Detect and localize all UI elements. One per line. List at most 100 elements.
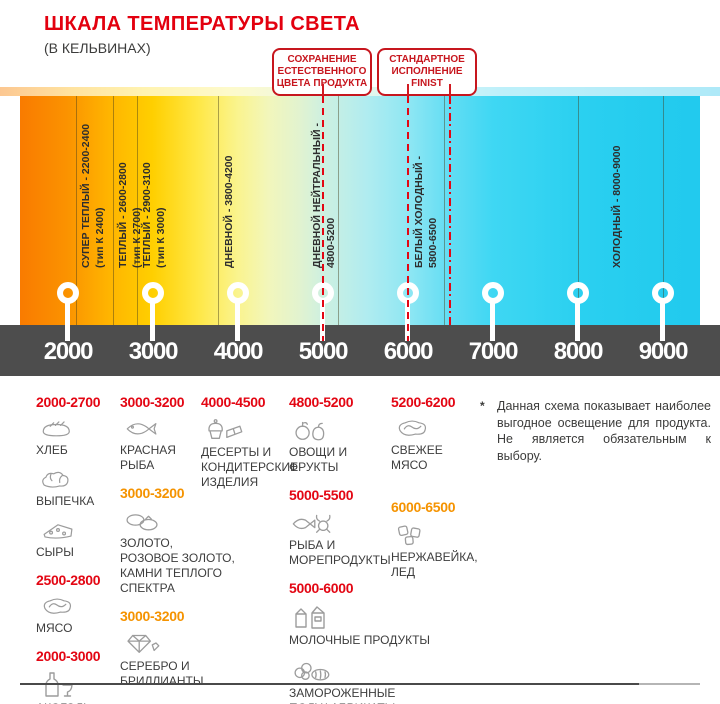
zone-tick [76,96,77,325]
zone-label-cold: ХОЛОДНЫЙ - 8000-9000 [611,145,623,268]
item-label: ОВОЩИ И ФРУКТЫ [289,445,348,474]
fruits-icon [295,421,325,441]
list-item: АКОГОЛЬ [36,669,120,704]
scale-marker-stem [235,300,240,341]
zone-tick [578,96,579,325]
item-label: КРАСНАЯ РЫБА [120,443,176,472]
scale-marker-ring [482,282,504,304]
range-label: 4800-5200 [289,394,354,410]
zone-label-cool-white: БЕЛЫЙ ХОЛОДНЫЙ - 5800-6500 [413,156,439,268]
item-label: ЗАМОРОЖЕННЫЕ ПОЛУФАБРИКАТЫ [289,686,396,704]
list-item: ОВОЩИ И ФРУКТЫ [289,415,389,475]
meat-icon [43,598,72,614]
diamond-icon [127,634,160,653]
scale-marker-stem [660,300,665,341]
callout-connector [449,84,451,96]
range-label: 2000-3000 [36,648,101,664]
rings-icon [126,514,158,531]
range-label: 5200-6200 [391,394,456,410]
category-column-2: 3000-3200 КРАСНАЯ РЫБА 3000-3200 ЗОЛОТО,… [120,394,235,701]
range-label: 3000-3200 [120,485,185,501]
scale-marker-stem [65,300,70,341]
category-column-4: 4800-5200 ОВОЩИ И ФРУКТЫ 5000-5500 РЫБА … [289,394,431,704]
range-label: 5000-5500 [289,487,354,503]
zone-tick [338,96,339,325]
list-item: МОЛОЧНЫЕ ПРОДУКТЫ [289,601,431,648]
item-label: СВЕЖЕЕ МЯСО [391,443,443,472]
axis-tick-4000: 4000 [213,338,264,365]
list-item: СЕРЕБРО И БРИЛЛИАНТЫ [120,629,204,689]
range-label: 6000-6500 [391,499,456,515]
zone-label-super-warm: СУПЕР ТЕПЛЫЙ - 2200-2400 (тип К 2400) [80,123,106,268]
note-asterisk: * [480,399,485,413]
range-label: 3000-3200 [120,608,185,624]
kelvin-axis-bar [0,325,720,376]
zone-tick [218,96,219,325]
zone-tick [663,96,664,325]
item-label: НЕРЖАВЕЙКА, ЛЕД [391,550,478,579]
fresh-meat-icon [398,420,427,436]
ice-icon [397,525,421,546]
list-item: ЗАМОРОЖЕННЫЕ ПОЛУФАБРИКАТЫ [289,656,396,704]
list-item: ХЛЕБ [36,415,120,458]
finist-range-dashdot-line [449,96,451,325]
axis-tick-3000: 3000 [128,338,179,365]
scale-marker-ring [57,282,79,304]
axis-tick-9000: 9000 [638,338,689,365]
frozen-icon [294,662,330,681]
pastry-icon [42,471,69,488]
bread-icon [42,421,70,437]
range-label: 4000-4500 [201,394,266,410]
list-item: ДЕСЕРТЫ И КОНДИТЕРСКИЕ ИЗДЕЛИЯ [201,415,298,490]
scale-marker-stem [490,300,495,341]
cheese-icon [43,524,73,539]
zone-label-neutral: ДНЕВНОЙ НЕЙТРАЛЬНЫЙ - 4800-5200 [311,123,337,268]
range-label: 2000-2700 [36,394,101,410]
fish-icon [126,423,157,435]
callout-connector [322,84,324,96]
desserts-icon [208,419,243,439]
list-item: ВЫПЕЧКА [36,466,120,509]
range-label: 5000-6000 [289,580,354,596]
zone-tick [113,96,114,325]
axis-tick-6000: 6000 [383,338,434,365]
item-label: ЗОЛОТО, РОЗОВОЕ ЗОЛОТО, КАМНИ ТЕПЛОГО СП… [120,536,235,595]
milk-icon [295,606,325,629]
zone-label-warm-3000: ТЕПЛЫЙ - 2900-3100 (тип К 3000) [141,162,167,268]
list-item: МЯСО [36,593,120,636]
axis-tick-2000: 2000 [43,338,94,365]
page-subtitle: (В КЕЛЬВИНАХ) [44,40,151,56]
natural-color-dashed-line [322,96,324,341]
axis-tick-5000: 5000 [298,338,349,365]
zone-label-daylight: ДНЕВНОЙ - 3800-4200 [223,155,235,269]
page-title: ШКАЛА ТЕМПЕРАТУРЫ СВЕТА [44,13,360,35]
list-item: СВЕЖЕЕ МЯСО [391,415,475,473]
callout-standard-finist: СТАНДАРТНОЕ ИСПОЛНЕНИЕ FINIST [377,48,477,96]
range-label: 2500-2800 [36,572,101,588]
item-label: РЫБА И МОРЕПРОДУКТЫ [289,538,391,567]
scale-marker-ring [142,282,164,304]
item-label: МОЛОЧНЫЕ ПРОДУКТЫ [289,633,431,647]
item-label: ХЛЕБ [36,443,68,457]
zone-tick [137,96,138,325]
range-label: 3000-3200 [120,394,185,410]
category-column-1: 2000-2700 ХЛЕБ ВЫПЕЧКА СЫРЫ [36,394,120,704]
item-label: СЫРЫ [36,545,74,559]
item-label: ВЫПЕЧКА [36,494,95,508]
bottom-divider [20,683,700,685]
scale-marker-ring [567,282,589,304]
list-item: НЕРЖАВЕЙКА, ЛЕД [391,520,478,580]
item-label: АКОГОЛЬ [36,701,120,704]
scale-marker-stem [575,300,580,341]
list-item: РЫБА И МОРЕПРОДУКТЫ [289,508,391,568]
list-item: СЫРЫ [36,517,120,560]
note-text: Данная схема показывает наиболее выгодно… [497,399,711,463]
category-column-5: 5200-6200 СВЕЖЕЕ МЯСО 6000-6500 НЕРЖАВЕЙ… [391,394,478,592]
scale-marker-stem [150,300,155,341]
axis-tick-8000: 8000 [553,338,604,365]
list-item: ЗОЛОТО, РОЗОВОЕ ЗОЛОТО, КАМНИ ТЕПЛОГО СП… [120,506,235,596]
finist-range-dashed-line [407,96,409,341]
scale-marker-ring [652,282,674,304]
callout-connector [407,84,409,96]
